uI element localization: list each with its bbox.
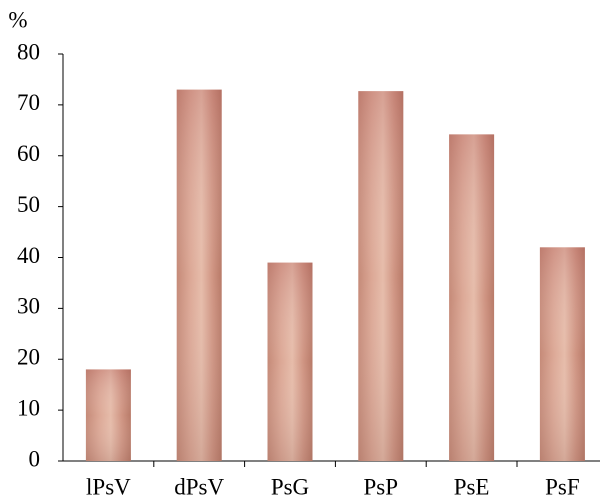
bar-shade (358, 91, 404, 462)
x-tick-label: PsG (271, 474, 309, 499)
y-tick-label: 10 (17, 395, 40, 420)
bar-shade (267, 262, 313, 461)
y-tick-label: 60 (17, 141, 40, 166)
y-tick-label: 20 (17, 345, 40, 370)
bar-shade (539, 247, 585, 461)
y-axis-label: % (8, 7, 27, 32)
bar-shade (449, 134, 495, 461)
y-tick-label: 40 (17, 243, 40, 268)
x-tick-label: PsE (454, 474, 490, 499)
y-tick-label: 80 (17, 39, 40, 64)
y-tick-label: 0 (29, 446, 41, 471)
bar-shade (176, 89, 222, 462)
y-tick-label: 50 (17, 192, 40, 217)
x-tick-label: PsF (545, 474, 580, 499)
y-tick-label: 30 (17, 294, 40, 319)
x-tick-label: lPsV (86, 474, 131, 499)
bar-shade (85, 369, 131, 461)
y-tick-label: 70 (17, 90, 40, 115)
x-tick-label: PsP (364, 474, 399, 499)
x-tick-label: dPsV (174, 474, 224, 499)
